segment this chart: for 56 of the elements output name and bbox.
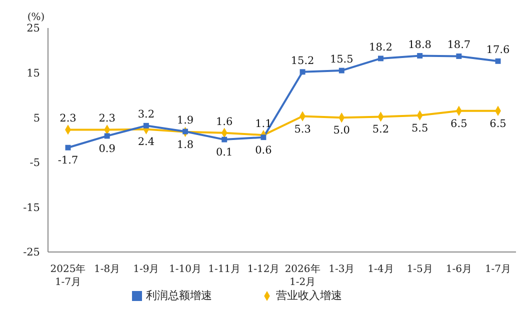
data-label: 18.2 [369,41,392,54]
point [104,133,110,139]
point [300,69,306,75]
point [222,136,228,142]
x-tick-label: 2025年 1-7月 [50,263,86,288]
data-label: 0.9 [98,142,116,155]
data-label: 2.3 [60,112,76,125]
y-axis-title: (%) [27,12,45,23]
data-label: 1.9 [176,114,194,126]
data-label: 1.1 [255,118,272,130]
x-tick-label: 1-4月 [368,264,394,275]
x-tick-label: 1-10月 [169,264,202,275]
point [456,53,462,59]
point [65,144,71,150]
data-label: -1.7 [58,154,78,167]
data-label: 6.5 [450,118,468,130]
legend-label: 营业收入增速 [276,289,342,302]
data-label: 2.4 [138,136,155,148]
data-label: 1.8 [176,138,194,151]
data-label: 18.8 [408,38,432,51]
legend-label: 利润总额增速 [146,289,212,302]
point [260,134,266,140]
data-label: 5.0 [333,124,350,137]
data-label: 15.5 [330,54,354,66]
data-label: 18.7 [447,39,471,52]
data-label: 5.3 [294,123,311,136]
data-label: 5.2 [372,124,390,136]
x-tick-label: 1-6月 [446,264,472,275]
data-label: 6.5 [490,118,506,130]
y-tick-label: -25 [23,246,40,259]
y-tick-label: 5 [33,112,40,124]
point [338,68,344,74]
x-tick-label: 1-5月 [406,264,433,275]
y-tick-label: -15 [23,202,40,214]
x-tick-label: 1-9月 [133,264,160,275]
point [417,53,423,59]
data-label: 17.6 [486,44,510,56]
y-tick-label: 25 [26,22,40,35]
x-tick-label: 2026年 1-2月 [284,263,320,288]
point [495,58,501,64]
point [143,122,149,128]
y-tick-label: 15 [26,68,40,80]
x-tick-label: 1-11月 [208,264,241,275]
data-label: 1.6 [216,116,234,128]
data-label: 2.3 [98,112,116,125]
x-tick-label: 1-7月 [484,264,512,275]
data-label: 5.5 [411,122,428,134]
point [378,56,384,62]
data-label: 3.2 [138,108,155,121]
data-label: 0.1 [216,146,233,159]
x-tick-label: 1-12月 [247,264,280,275]
data-label: 15.2 [290,54,314,67]
data-label: 0.6 [255,144,272,156]
x-tick-label: 1-8月 [94,264,120,275]
x-tick-label: 1-3月 [328,264,355,275]
y-tick-label: -5 [30,157,40,170]
